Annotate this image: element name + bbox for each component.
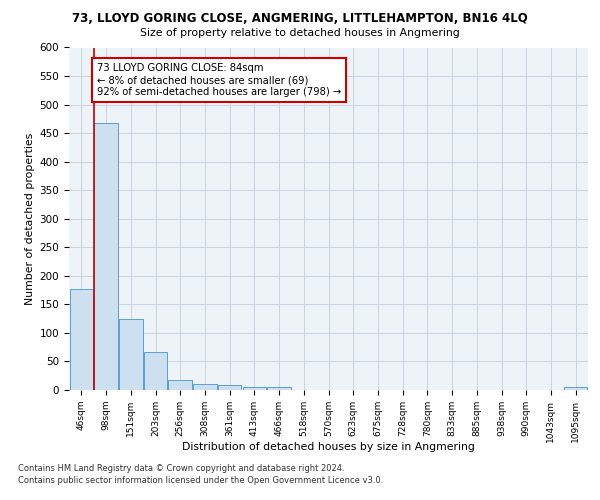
Y-axis label: Number of detached properties: Number of detached properties	[25, 132, 35, 305]
Bar	[218, 386, 241, 390]
Bar	[70, 289, 93, 390]
Bar	[94, 123, 118, 390]
Bar	[564, 386, 587, 390]
Text: Size of property relative to detached houses in Angmering: Size of property relative to detached ho…	[140, 28, 460, 38]
Bar	[119, 318, 143, 390]
Bar	[242, 386, 266, 390]
Text: Contains HM Land Registry data © Crown copyright and database right 2024.: Contains HM Land Registry data © Crown c…	[18, 464, 344, 473]
Text: Distribution of detached houses by size in Angmering: Distribution of detached houses by size …	[182, 442, 475, 452]
Bar	[169, 380, 192, 390]
Text: 73 LLOYD GORING CLOSE: 84sqm
← 8% of detached houses are smaller (69)
92% of sem: 73 LLOYD GORING CLOSE: 84sqm ← 8% of det…	[97, 64, 341, 96]
Bar	[193, 384, 217, 390]
Bar	[144, 352, 167, 390]
Bar	[268, 387, 291, 390]
Text: 73, LLOYD GORING CLOSE, ANGMERING, LITTLEHAMPTON, BN16 4LQ: 73, LLOYD GORING CLOSE, ANGMERING, LITTL…	[72, 12, 528, 26]
Text: Contains public sector information licensed under the Open Government Licence v3: Contains public sector information licen…	[18, 476, 383, 485]
